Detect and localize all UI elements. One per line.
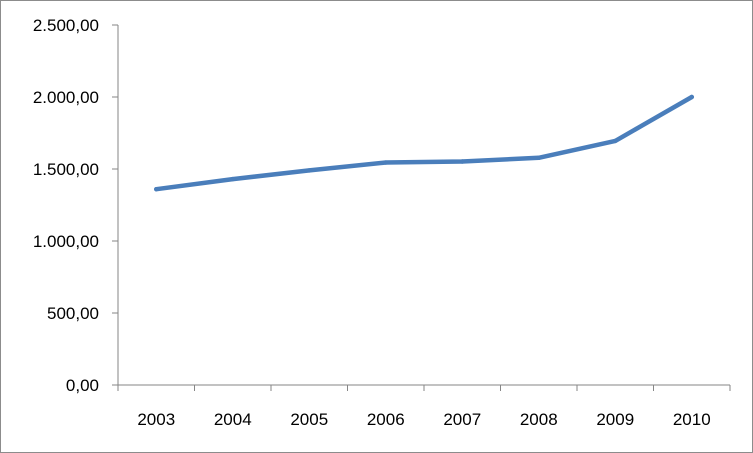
y-tick-label: 1.000,00 — [33, 232, 99, 251]
y-tick-label: 1.500,00 — [33, 160, 99, 179]
x-tick-label: 2010 — [673, 410, 711, 429]
y-tick-label: 500,00 — [47, 304, 99, 323]
x-tick-label: 2005 — [290, 410, 328, 429]
x-tick-label: 2009 — [596, 410, 634, 429]
y-tick-label: 2.000,00 — [33, 88, 99, 107]
plot-area — [154, 94, 695, 192]
series-line — [154, 94, 695, 192]
y-tick-label: 0,00 — [66, 376, 99, 395]
x-tick-label: 2004 — [214, 410, 252, 429]
data-point — [613, 138, 618, 144]
x-tick-label: 2006 — [367, 410, 405, 429]
x-tick-label: 2008 — [520, 410, 558, 429]
data-point — [536, 155, 541, 160]
y-tick-label: 2.500,00 — [33, 16, 99, 35]
x-tick-label: 2003 — [137, 410, 175, 429]
data-point — [154, 186, 159, 192]
x-tick-label: 2007 — [443, 410, 481, 429]
x-axis: 2003 2004 2005 2006 2007 2008 2009 2010 — [117, 384, 731, 429]
data-point — [307, 168, 312, 173]
data-point — [383, 160, 388, 165]
data-point — [230, 176, 235, 182]
data-point — [460, 159, 465, 164]
data-point — [689, 94, 694, 100]
y-axis: 0,00 500,00 1.000,00 1.500,00 2.000,00 2.500,… — [33, 16, 119, 395]
